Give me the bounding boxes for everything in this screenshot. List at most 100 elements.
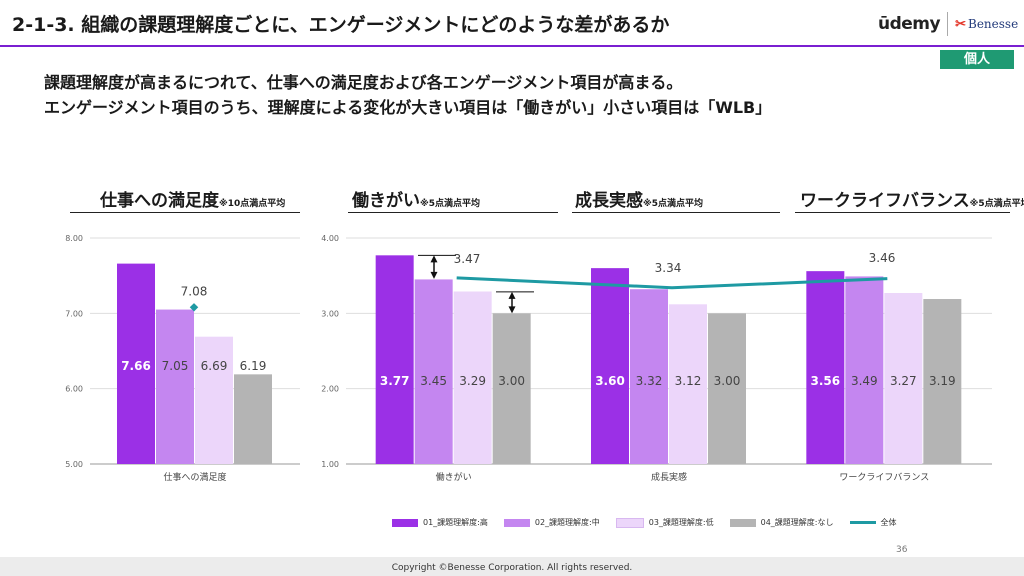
lead-line-1: 課題理解度が高まるにつれて、仕事への満足度および各エンゲージメント項目が高まる。 (44, 73, 683, 92)
y-tick-label: 4.00 (321, 234, 339, 243)
legend-swatch (503, 518, 530, 527)
bar-none (708, 313, 746, 464)
data-label-mid: 3.45 (420, 374, 447, 388)
y-tick-label: 8.00 (65, 234, 83, 243)
benesse-logo: ✂ Benesse (955, 17, 1018, 32)
header-rule (0, 45, 1024, 47)
legend-item: 01_課題理解度:高 (392, 517, 488, 528)
header: 2-1-3. 組織の課題理解度ごとに、エンゲージメントにどのような差があるか ū… (0, 0, 1024, 47)
data-label-low: 3.29 (459, 374, 486, 388)
legend-swatch (615, 517, 644, 528)
bar-none (923, 299, 962, 464)
panel-rule-growth (572, 212, 780, 213)
segment-badge: 個人 (940, 50, 1014, 69)
data-label-high: 7.66 (121, 359, 151, 373)
overall-marker (189, 303, 199, 312)
panel-rule-hatarakigai (348, 212, 558, 213)
data-label-mid: 3.32 (636, 374, 663, 388)
overall-label: 3.34 (655, 261, 682, 275)
panel-rule-satisfaction (70, 212, 300, 213)
bar-high (591, 268, 629, 464)
y-tick-label: 5.00 (65, 460, 83, 469)
bar-high (375, 255, 414, 464)
data-label-low: 3.12 (675, 374, 702, 388)
legend-label: 04_課題理解度:なし (760, 518, 834, 527)
legend-label: 02_課題理解度:中 (534, 518, 600, 527)
bar-low (195, 336, 233, 464)
panel-title-wlb-note: ※5点満点平均 (969, 199, 1024, 209)
panel-title-growth-main: 成長実感 (575, 191, 643, 211)
data-label-mid: 3.49 (851, 374, 878, 388)
x-category-label: 働きがい (436, 471, 472, 483)
y-tick-label: 2.00 (321, 385, 339, 394)
bar-low (884, 292, 923, 464)
panel-title-hatarakigai: 働きがい※5点満点平均 (352, 186, 480, 211)
benesse-logo-text: Benesse (968, 17, 1019, 31)
legend-item: 全体 (849, 517, 897, 528)
overall-label: 3.46 (869, 251, 896, 265)
bar-mid (845, 276, 884, 464)
difference-marker-high-arrow-down (430, 271, 438, 279)
lead-text: 課題理解度が高まるにつれて、仕事への満足度および各エンゲージメント項目が高まる。… (44, 70, 771, 120)
legend-line-swatch (849, 521, 876, 524)
y-tick-label: 1.00 (321, 460, 339, 469)
panel-title-wlb: ワークライフバランス※5点満点平均 (800, 186, 1024, 211)
bar-high (117, 263, 155, 464)
data-label-high: 3.60 (595, 374, 625, 388)
lead-line-2: エンゲージメント項目のうち、理解度による変化が大きい項目は「働きがい」小さい項目… (44, 98, 772, 117)
data-label-high: 3.77 (380, 374, 410, 388)
panel-title-hatarakigai-note: ※5点満点平均 (420, 199, 481, 209)
panel-title-satisfaction-main: 仕事への満足度 (100, 191, 219, 211)
panel-title-satisfaction: 仕事への満足度※10点満点平均 (100, 186, 285, 211)
y-tick-label: 7.00 (65, 309, 83, 318)
data-label-low: 6.69 (201, 359, 228, 373)
data-label-high: 3.56 (811, 374, 841, 388)
overall-label: 7.08 (181, 284, 208, 298)
bar-low (669, 304, 707, 464)
legend-item: 02_課題理解度:中 (503, 517, 600, 528)
panel-title-growth-note: ※5点満点平均 (643, 199, 704, 209)
bar-mid (156, 309, 194, 464)
overall-label: 3.47 (454, 252, 481, 266)
page-title: 2-1-3. 組織の課題理解度ごとに、エンゲージメントにどのような差があるか (12, 14, 670, 36)
legend-item: 03_課題理解度:低 (615, 517, 714, 528)
y-tick-label: 6.00 (65, 385, 83, 394)
udemy-logo: ūdemy (878, 14, 941, 34)
footer-bar (0, 557, 1024, 576)
panel-title-satisfaction-note: ※10点満点平均 (219, 199, 286, 209)
legend-swatch (392, 518, 418, 527)
x-category-label: ワークライフバランス (839, 472, 929, 483)
difference-marker-none-arrow-down (508, 306, 516, 314)
bar-high (806, 271, 845, 464)
logos: ūdemy ✂ Benesse (878, 12, 1018, 36)
bar-none (492, 313, 531, 464)
data-label-mid: 7.05 (162, 359, 189, 373)
legend-swatch (729, 518, 756, 527)
overall-line (456, 276, 888, 290)
panel-title-wlb-main: ワークライフバランス (800, 191, 970, 211)
data-label-none: 3.00 (498, 374, 525, 388)
benesse-mark-icon: ✂ (955, 16, 967, 32)
y-tick-label: 3.00 (321, 309, 339, 318)
legend-label: 全体 (880, 518, 897, 527)
data-label-low: 3.27 (890, 374, 917, 388)
difference-marker-high-arrow-up (430, 255, 438, 263)
bar-mid (630, 289, 668, 464)
difference-marker-none-arrow-up (508, 291, 516, 299)
panel-title-hatarakigai-main: 働きがい (352, 191, 420, 211)
logo-divider (947, 12, 949, 36)
x-category-label: 成長実感 (651, 471, 687, 483)
data-label-none: 6.19 (240, 359, 267, 373)
chart-legend: 01_課題理解度:高 02_課題理解度:中 03_課題理解度:低 04_課題理解度:な… (392, 517, 913, 528)
data-label-none: 3.19 (929, 374, 956, 388)
data-label-none: 3.00 (714, 374, 741, 388)
bar-mid (414, 279, 453, 464)
panel-title-growth: 成長実感※5点満点平均 (575, 186, 703, 211)
panel-rule-wlb (795, 212, 1010, 213)
copyright: Copyright ©Benesse Corporation. All righ… (391, 563, 633, 573)
legend-item: 04_課題理解度:なし (729, 517, 834, 528)
bar-low (453, 291, 492, 464)
legend-label: 01_課題理解度:高 (423, 518, 488, 527)
x-category-label: 仕事への満足度 (163, 471, 226, 483)
